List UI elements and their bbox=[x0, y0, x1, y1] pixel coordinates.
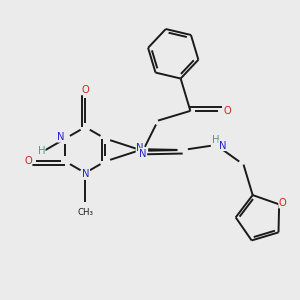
Text: O: O bbox=[24, 157, 32, 166]
Text: N: N bbox=[139, 148, 147, 159]
Text: CH₃: CH₃ bbox=[77, 208, 93, 217]
Text: O: O bbox=[224, 106, 231, 116]
Text: N: N bbox=[82, 169, 90, 179]
Text: H: H bbox=[38, 146, 45, 156]
Text: O: O bbox=[279, 198, 286, 208]
Text: O: O bbox=[81, 85, 89, 95]
Text: N: N bbox=[136, 143, 144, 153]
Text: N: N bbox=[57, 132, 65, 142]
Text: N: N bbox=[219, 141, 226, 151]
Text: H: H bbox=[212, 135, 220, 145]
